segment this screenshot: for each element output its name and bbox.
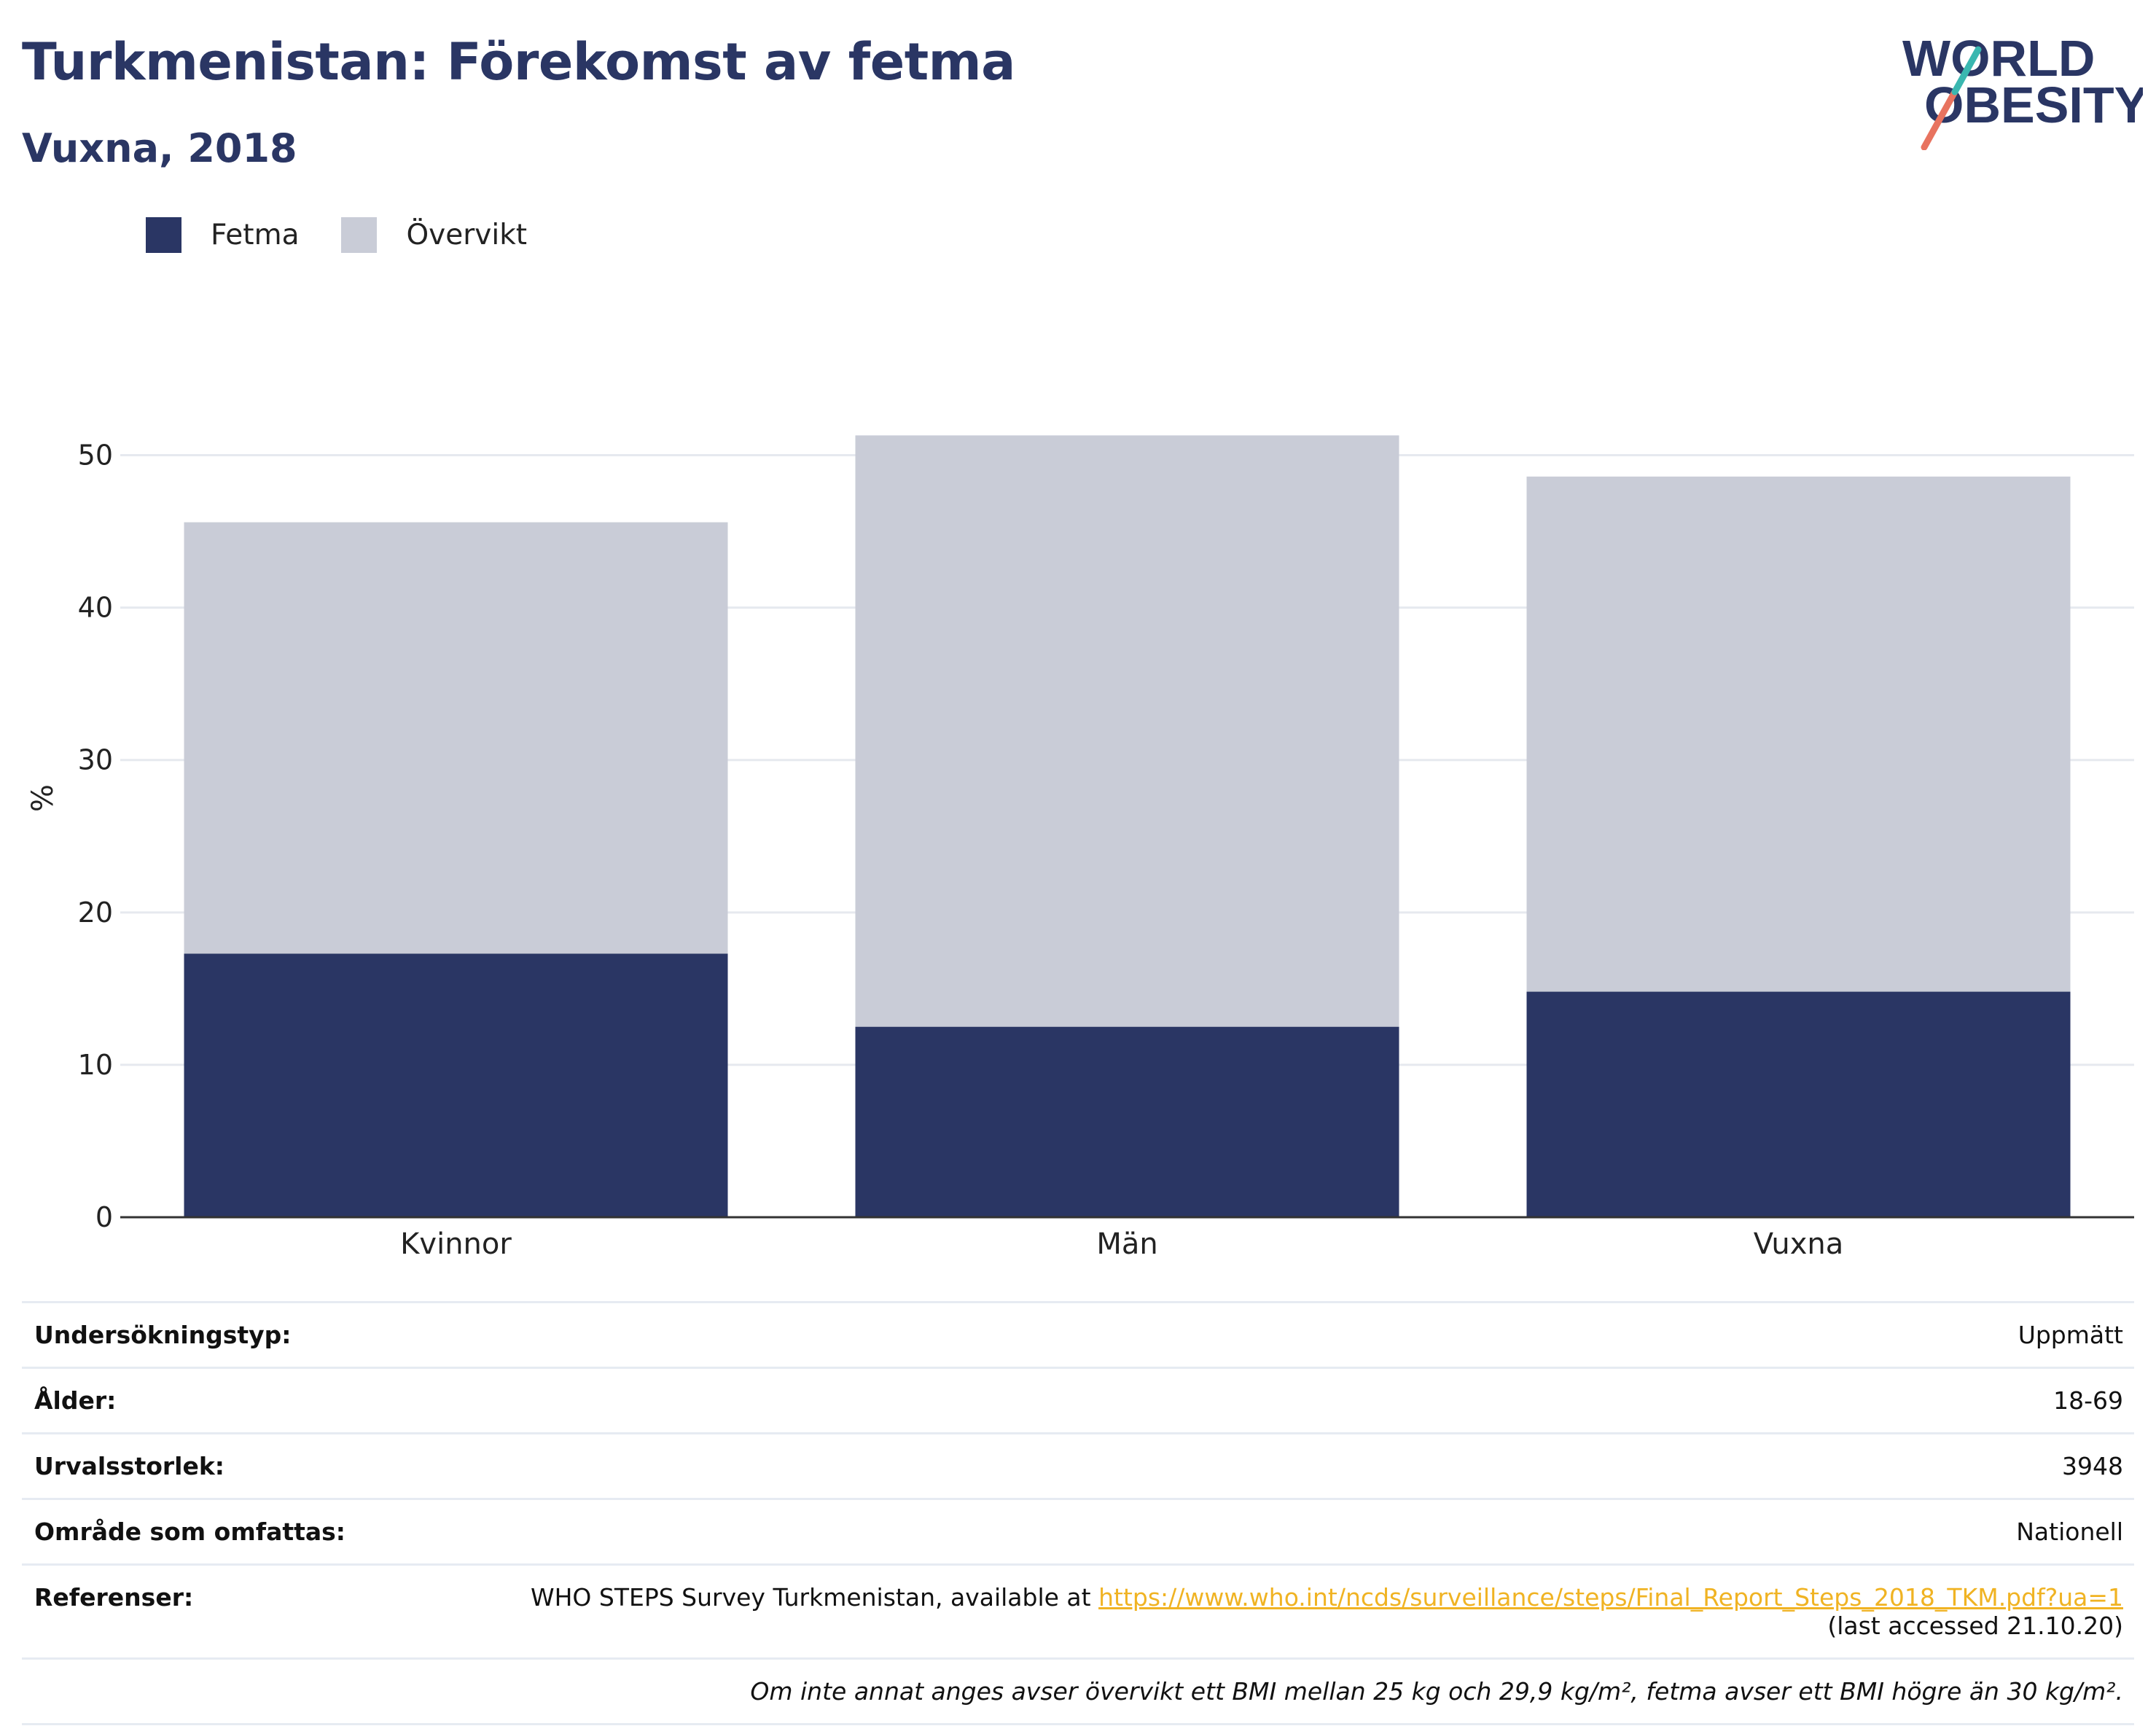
- legend-swatch-overvikt: [341, 217, 378, 253]
- info-value: Uppmätt: [2018, 1321, 2123, 1349]
- reference-accessed: (last accessed 21.10.20): [1827, 1612, 2123, 1640]
- info-value: 18-69: [2053, 1386, 2123, 1415]
- y-tick-label: 10: [78, 1049, 113, 1081]
- info-row-note: Om inte annat anges avser övervikt ett B…: [22, 1657, 2134, 1725]
- page-title: Turkmenistan: Förekomst av fetma: [22, 32, 1015, 92]
- x-tick-label: Kvinnor: [400, 1227, 512, 1261]
- legend-swatch-fetma: [146, 217, 181, 253]
- info-table: Undersökningstyp: Uppmätt Ålder: 18-69 U…: [22, 1301, 2134, 1725]
- y-tick-label: 50: [78, 440, 113, 472]
- reference-link[interactable]: https://www.who.int/ncds/surveillance/st…: [1098, 1583, 2123, 1612]
- logo-line-1: WORLD: [1902, 30, 2095, 87]
- bar-fetma-vuxna: [1526, 991, 2071, 1217]
- bar-vervikt-mn: [855, 435, 1399, 1027]
- info-row-survey-type: Undersökningstyp: Uppmätt: [22, 1301, 2134, 1367]
- y-tick-label: 40: [78, 592, 113, 624]
- bar-fetma-mn: [855, 1026, 1399, 1217]
- info-row-area: Område som omfattas: Nationell: [22, 1498, 2134, 1563]
- world-obesity-logo: WORLD OBESITY: [1902, 26, 2148, 151]
- x-tick-label: Vuxna: [1754, 1227, 1844, 1261]
- legend-item-fetma[interactable]: Fetma: [146, 217, 299, 253]
- info-value: 3948: [2062, 1452, 2123, 1480]
- y-tick-label: 20: [78, 897, 113, 929]
- info-label: Undersökningstyp:: [34, 1321, 292, 1349]
- x-tick-label: Män: [1096, 1227, 1157, 1261]
- bar-fetma-kvinnor: [184, 953, 728, 1217]
- reference-text: WHO STEPS Survey Turkmenistan, available…: [530, 1583, 1091, 1612]
- y-tick-label: 0: [95, 1201, 113, 1233]
- stacked-bar-chart: 0 10 20 30 40 50% Kvinnor Män Vuxna: [26, 435, 2134, 1261]
- bar-vervikt-vuxna: [1526, 476, 2071, 992]
- info-row-references: Referenser: WHO STEPS Survey Turkmenista…: [22, 1563, 2134, 1657]
- legend-label-overvikt: Övervikt: [406, 219, 528, 251]
- info-label: Område som omfattas:: [34, 1518, 346, 1546]
- info-row-age: Ålder: 18-69: [22, 1367, 2134, 1432]
- info-label: Urvalsstorlek:: [34, 1452, 225, 1480]
- info-row-sample-size: Urvalsstorlek: 3948: [22, 1432, 2134, 1498]
- chart-legend: Fetma Övervikt: [146, 217, 569, 253]
- legend-label-fetma: Fetma: [211, 219, 300, 251]
- y-axis-label: %: [26, 784, 60, 812]
- bar-vervikt-kvinnor: [184, 522, 728, 954]
- info-value: Nationell: [2016, 1518, 2123, 1546]
- info-label: Ålder:: [34, 1386, 117, 1415]
- logo-slash-upper: [1951, 46, 1982, 95]
- logo-slash-lower: [1921, 88, 1958, 151]
- legend-item-overvikt[interactable]: Övervikt: [341, 217, 527, 253]
- info-label: Referenser:: [34, 1583, 194, 1612]
- page-subtitle: Vuxna, 2018: [22, 125, 297, 171]
- bmi-note: Om inte annat anges avser övervikt ett B…: [750, 1677, 2123, 1706]
- y-tick-label: 30: [78, 744, 113, 776]
- info-value: WHO STEPS Survey Turkmenistan, available…: [531, 1583, 2123, 1640]
